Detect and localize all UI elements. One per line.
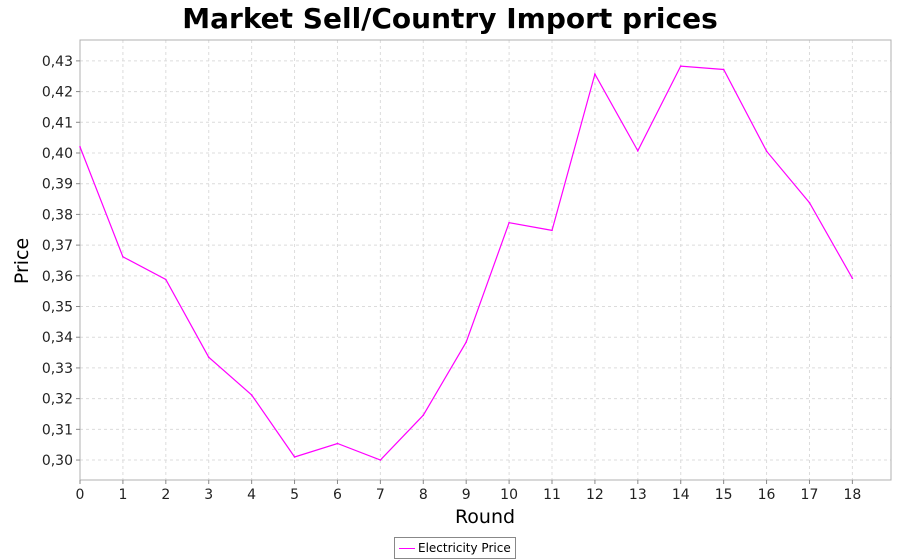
x-tick-label: 12	[586, 487, 604, 503]
data-point	[765, 150, 768, 152]
plot-border	[79, 39, 892, 481]
y-tick-label: 0,32	[42, 392, 73, 408]
data-point	[422, 414, 425, 417]
x-tick-label: 6	[333, 487, 342, 503]
data-point	[722, 68, 725, 71]
legend-swatch	[399, 547, 415, 549]
x-tick-label: 14	[672, 487, 690, 503]
data-point	[122, 255, 124, 258]
x-tick-label: 0	[76, 487, 85, 503]
x-tick-label: 9	[462, 487, 471, 503]
y-tick-label: 0,37	[42, 238, 73, 254]
y-tick-label: 0,30	[42, 453, 73, 469]
plot-area	[80, 40, 891, 480]
chart-title: Market Sell/Country Import prices	[182, 2, 718, 35]
data-point	[379, 459, 382, 461]
data-point	[679, 65, 682, 67]
data-point	[207, 356, 210, 358]
data-point	[165, 278, 167, 281]
y-tick-label: 0,33	[42, 361, 73, 377]
data-point	[637, 150, 639, 152]
data-point	[465, 341, 467, 343]
data-point	[851, 277, 854, 280]
y-tick-label: 0,40	[42, 146, 73, 162]
x-tick-label: 3	[204, 487, 213, 503]
data-point	[551, 229, 553, 232]
legend-label: Electricity Price	[418, 541, 511, 555]
data-point	[594, 73, 596, 75]
data-point	[508, 221, 510, 224]
y-tick-label: 0,43	[42, 54, 73, 70]
x-tick-label: 17	[801, 487, 819, 503]
x-tick-label: 2	[161, 487, 170, 503]
x-tick-label: 4	[247, 487, 256, 503]
y-tick-label: 0,31	[42, 422, 73, 438]
x-tick-label: 8	[419, 487, 428, 503]
x-tick-label: 11	[543, 487, 561, 503]
x-tick-label: 10	[500, 487, 518, 503]
y-tick-label: 0,38	[42, 207, 73, 223]
data-point	[293, 456, 296, 458]
x-tick-label: 7	[376, 487, 385, 503]
y-axis-label: Price	[11, 237, 33, 285]
y-tick-label: 0,36	[42, 269, 73, 285]
y-tick-label: 0,34	[42, 330, 73, 346]
x-tick-label: 5	[290, 487, 299, 503]
data-point	[250, 394, 253, 396]
x-tick-label: 16	[758, 487, 776, 503]
y-tick-label: 0,42	[42, 85, 73, 101]
y-tick-label: 0,39	[42, 177, 73, 193]
x-tick-label: 1	[118, 487, 127, 503]
y-tick-label: 0,35	[42, 300, 73, 316]
legend: Electricity Price	[394, 537, 516, 559]
x-tick-label: 18	[843, 487, 861, 503]
x-tick-label: 15	[715, 487, 733, 503]
data-point	[79, 146, 81, 148]
y-tick-label: 0,41	[42, 115, 73, 131]
data-point	[808, 201, 811, 204]
x-axis-label: Round	[454, 506, 516, 528]
x-tick-label: 13	[629, 487, 647, 503]
data-point	[336, 442, 339, 445]
